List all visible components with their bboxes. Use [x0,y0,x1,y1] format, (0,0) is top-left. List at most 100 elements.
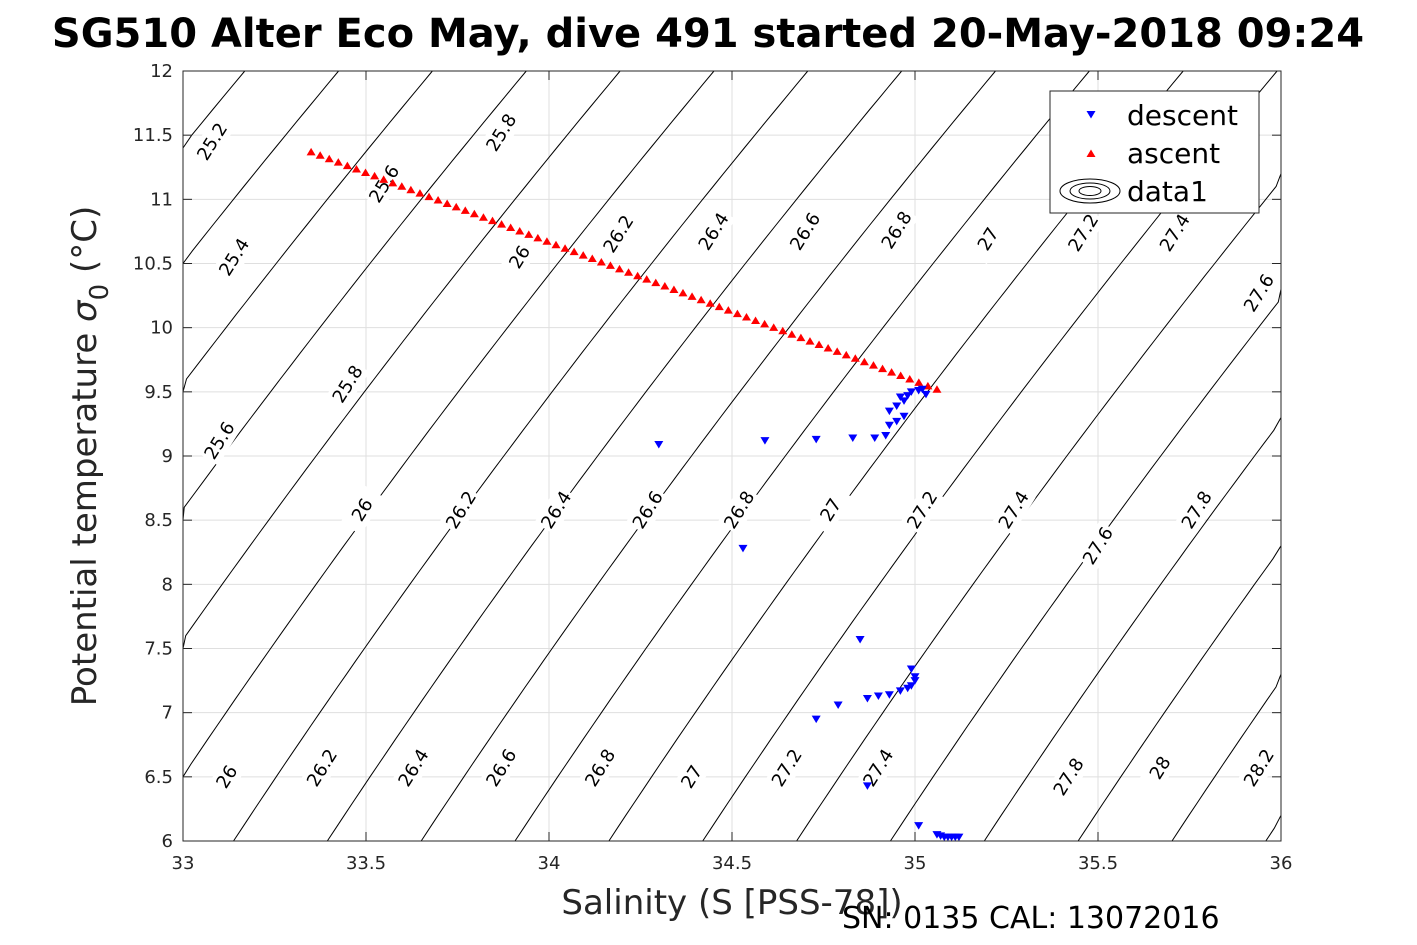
descent-point [895,393,905,401]
x-tick-label: 33.5 [346,853,386,874]
ascent-point [678,288,688,297]
contour-label-bg [669,751,714,802]
ascent-point [778,326,788,335]
contour-label-bg [966,214,1011,265]
contour-label-bg [300,742,344,793]
descent-point [884,421,894,430]
contour-label-bg [391,742,436,793]
ascent-point [805,337,815,345]
x-tick-label: 36 [1270,853,1293,874]
ascent-point [651,278,661,287]
ascent-point [370,171,380,180]
y-tick-label: 12 [150,61,173,82]
isopycnal-line [796,160,1282,842]
ascent-point [787,330,797,338]
ascent-point [732,309,742,318]
contour-label-bg [765,742,809,793]
ascent-point [714,302,724,311]
ascent-point [832,347,842,355]
contour-label-bg [439,484,483,535]
y-axis-label-main: Potential temperature [65,322,105,706]
ascent-point [569,247,579,256]
contour-label-bg [212,232,257,283]
ascent-point [751,316,761,324]
contour-label-bg [691,206,736,257]
contour-label-bg [900,484,945,535]
contour-label-bg [479,742,524,793]
descent-point [884,407,894,416]
ascent-point [642,275,652,283]
contour-label-bg [497,232,542,283]
ascent-point [841,350,851,359]
descent-point [870,434,880,443]
ascent-point [859,357,869,366]
descent-point [884,691,894,699]
ascent-point [506,223,516,232]
descent-point [914,822,924,830]
contour-label-bg [596,208,641,259]
contour-label-bg [190,116,235,167]
ascent-point [887,368,897,376]
isopycnal-line [182,70,621,662]
ascent-point [388,178,398,187]
isopycnal-line [182,70,246,161]
isopycnal-line [1077,533,1282,842]
descent-point [833,701,843,709]
contour-label-bg [479,107,524,158]
isopycnal-line [514,70,1090,842]
ascent-point [633,271,643,280]
y-tick-label: 9 [162,446,173,467]
legend-descent-label: descent [1127,99,1238,132]
ascent-point [342,161,352,170]
ascent-point [614,264,624,273]
chart-title: SG510 Alter Eco May, dive 491 started 20… [52,11,1364,57]
ascent-point [605,261,615,269]
x-tick-label: 33 [172,853,195,874]
ascent-point [451,202,461,211]
legend-ascent-label: ascent [1127,137,1220,170]
y-tick-label: 8 [162,574,173,595]
ascent-point [914,378,924,386]
isopycnal-line [182,70,715,803]
descent-point [738,544,748,553]
ascent-series [306,147,942,393]
contour-label-bg [534,484,579,535]
contour-label-bg [197,415,242,466]
ascent-point [823,343,833,352]
ascent-point [696,295,706,304]
x-tick-label: 34.5 [712,853,752,874]
ascent-point [488,216,498,225]
ascent-point [587,254,597,263]
ascent-point [578,251,588,259]
contour-label-bg [362,158,407,209]
ascent-point [932,385,942,393]
y-axis-label-symbol: σ [65,299,105,322]
descent-point [848,434,858,443]
ascent-point [796,333,806,342]
descent-series [654,385,964,842]
x-tick-label: 35.5 [1078,853,1118,874]
contour-label-bg [856,742,901,793]
contour-label-bg [1153,207,1197,258]
legend-box [1049,90,1260,214]
y-tick-label: 7 [162,703,173,724]
contour-label-bg [1174,484,1219,535]
contour-label-bg [1061,207,1106,258]
ascent-point [333,158,343,166]
y-tick-label: 11.5 [133,125,173,146]
ascent-point [741,313,751,321]
ascent-point [415,189,425,197]
ascent-point [878,364,888,373]
descent-point [910,677,920,685]
descent-point [906,665,916,674]
isopycnal-line [233,70,809,842]
ascent-point [868,361,878,369]
legend-contour-label: data1 [1127,175,1208,208]
descent-point [654,440,664,449]
ascent-point [515,226,525,235]
contour-label-bg [205,751,249,802]
ascent-point [560,244,570,252]
descent-point [895,687,905,695]
descent-point [903,392,913,400]
descent-point [899,412,909,421]
